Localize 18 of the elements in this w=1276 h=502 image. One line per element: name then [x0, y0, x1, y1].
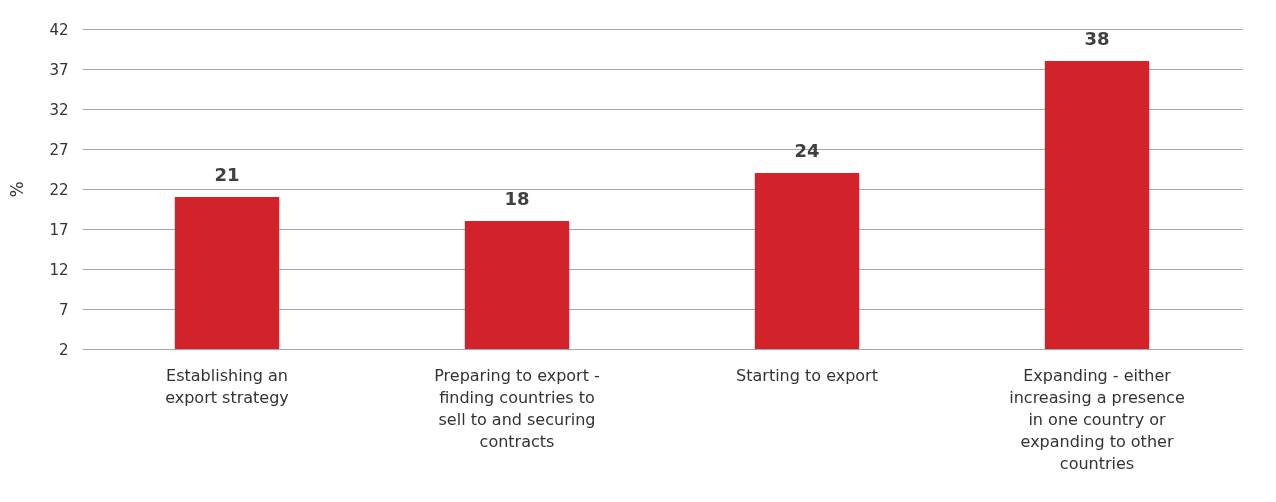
- y-tick-label: 42: [49, 20, 69, 39]
- x-tick-label: Preparing to export - finding countries to sell to and securing contracts: [434, 365, 600, 451]
- x-tick-label: Expanding - either increasing a presence in one country or expanding to other countries: [1009, 365, 1185, 473]
- y-tick-label: 17: [49, 220, 69, 239]
- x-tick-label: Starting to export: [736, 365, 878, 385]
- y-tick-label: 7: [58, 300, 69, 319]
- y-tick-label: 12: [49, 260, 69, 279]
- x-tick-label: Establishing an export strategy: [165, 365, 289, 407]
- data-label: 24: [794, 140, 820, 161]
- y-tick-label: 27: [49, 140, 69, 159]
- y-axis-title: %: [7, 181, 28, 198]
- y-tick-label: 32: [49, 100, 69, 119]
- data-label: 38: [1084, 28, 1110, 49]
- y-tick-label: 2: [58, 340, 69, 359]
- data-label: 18: [504, 188, 530, 209]
- y-tick-label: 22: [49, 180, 69, 199]
- y-tick-label: 37: [49, 60, 69, 79]
- data-label: 21: [214, 164, 240, 185]
